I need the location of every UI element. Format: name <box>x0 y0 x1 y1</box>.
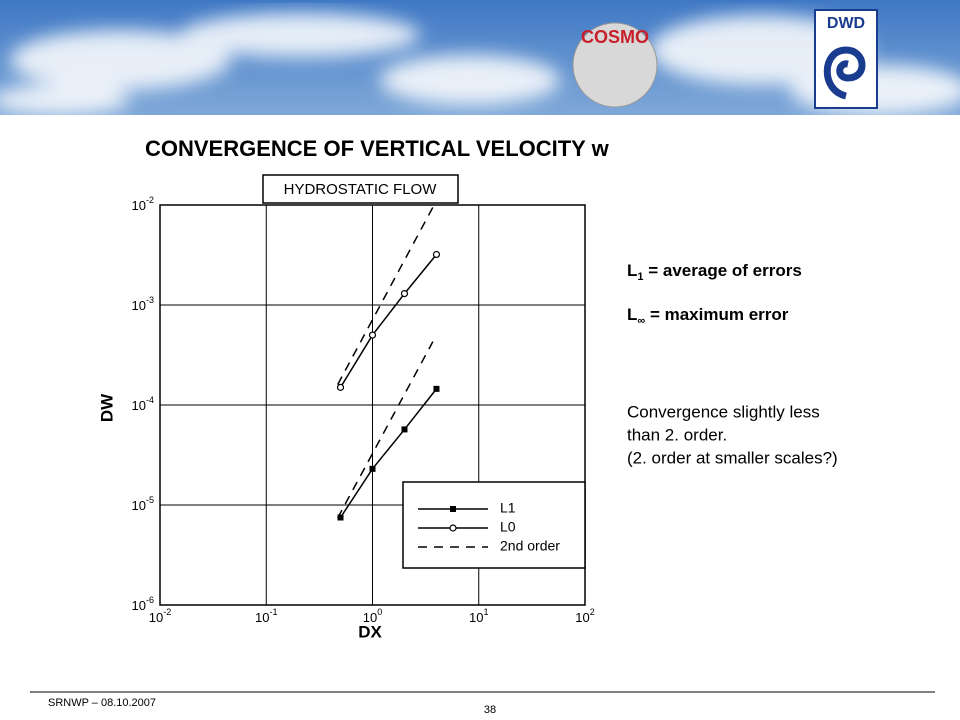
comment-line: Convergence slightly less <box>627 402 820 421</box>
chart: 10-2 10-1 100 101 102 10-6 10-5 10-4 10-3 10-2 HYD… <box>97 174 595 641</box>
y-tick-label: 10-6 <box>132 595 154 613</box>
note: L1 = average of errors <box>627 261 802 282</box>
x-tick-label: 10-2 <box>149 607 171 625</box>
marker <box>433 385 440 392</box>
plot-frame <box>159 204 586 606</box>
series-line <box>339 388 438 518</box>
y-tick-label: 10-5 <box>132 495 154 513</box>
marker <box>432 250 441 259</box>
x-tick-label: 102 <box>575 607 594 625</box>
marker <box>401 426 408 433</box>
series-line <box>336 204 435 519</box>
legend-box <box>402 481 586 569</box>
y-tick-label: 10-4 <box>132 395 154 413</box>
title-box <box>262 174 459 204</box>
marker <box>400 290 409 298</box>
x-tick-label: 10-1 <box>255 607 277 625</box>
legend-label: 2nd order <box>500 538 560 554</box>
note: L∞ = maximum error <box>627 305 789 326</box>
comment-line: than 2. order. <box>627 425 727 444</box>
marker <box>369 465 376 472</box>
logo-text: COSMO <box>581 27 649 47</box>
x-tick-label: 100 <box>363 607 382 625</box>
notes: L1 = average of errors L∞ = maximum error <box>627 261 802 326</box>
logo-text: DWD <box>827 15 865 32</box>
marker <box>337 514 344 521</box>
series-line <box>339 254 438 388</box>
chart-title: HYDROSTATIC FLOW <box>284 181 438 198</box>
comment-line: (2. order at smaller scales?) <box>627 448 838 467</box>
x-tick-label: 101 <box>469 607 488 625</box>
marker <box>449 524 457 532</box>
footer-text: SRNWP – 08.10.2007 <box>48 697 156 709</box>
legend-label: L0 <box>500 519 516 535</box>
marker <box>336 383 345 391</box>
legend-label: L1 <box>500 500 516 516</box>
y-tick-label: 10-2 <box>132 195 154 213</box>
marker <box>368 331 377 339</box>
banner: COSMO DWD <box>0 0 960 115</box>
y-axis-label: DW <box>97 393 116 422</box>
page-number: 38 <box>484 704 496 716</box>
marker <box>450 506 456 512</box>
comment: Convergence slightly less than 2. order. (… <box>627 402 838 467</box>
x-axis-label: DX <box>358 622 382 641</box>
slide-title: CONVERGENCE OF VERTICAL VELOCITY w <box>145 136 610 161</box>
y-tick-label: 10-3 <box>132 295 154 313</box>
